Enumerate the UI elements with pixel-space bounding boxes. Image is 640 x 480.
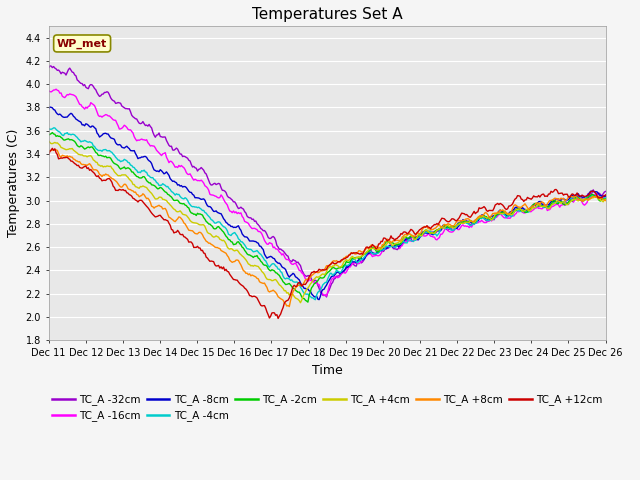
TC_A -8cm bbox=[45, 106, 52, 111]
TC_A +12cm bbox=[275, 315, 282, 321]
Line: TC_A +4cm: TC_A +4cm bbox=[49, 141, 605, 303]
TC_A -2cm bbox=[596, 198, 604, 204]
TC_A -2cm bbox=[108, 157, 116, 163]
TC_A -2cm bbox=[139, 174, 147, 180]
X-axis label: Time: Time bbox=[312, 363, 342, 376]
Title: Temperatures Set A: Temperatures Set A bbox=[252, 7, 403, 22]
TC_A -32cm bbox=[323, 294, 330, 300]
Text: WP_met: WP_met bbox=[57, 38, 108, 48]
TC_A -8cm bbox=[580, 194, 588, 200]
TC_A +4cm bbox=[45, 138, 52, 144]
TC_A -4cm bbox=[361, 253, 369, 259]
TC_A -4cm bbox=[451, 227, 458, 233]
TC_A -16cm bbox=[139, 137, 147, 143]
TC_A -16cm bbox=[45, 88, 52, 94]
Legend: TC_A -32cm, TC_A -16cm, TC_A -8cm, TC_A -4cm, TC_A -2cm, TC_A +4cm, TC_A +8cm, T: TC_A -32cm, TC_A -16cm, TC_A -8cm, TC_A … bbox=[52, 394, 603, 421]
TC_A -32cm bbox=[45, 65, 52, 71]
TC_A -16cm bbox=[451, 228, 458, 233]
TC_A +12cm bbox=[451, 216, 458, 222]
Line: TC_A +8cm: TC_A +8cm bbox=[49, 150, 605, 307]
TC_A +4cm bbox=[449, 225, 457, 231]
TC_A +12cm bbox=[108, 180, 116, 185]
TC_A -4cm bbox=[139, 168, 147, 174]
TC_A -4cm bbox=[45, 126, 52, 132]
TC_A -32cm bbox=[108, 97, 116, 103]
TC_A -2cm bbox=[304, 299, 312, 305]
TC_A +4cm bbox=[579, 197, 587, 203]
TC_A -32cm bbox=[596, 191, 604, 196]
TC_A -16cm bbox=[596, 194, 604, 200]
TC_A +4cm bbox=[595, 196, 602, 202]
TC_A -4cm bbox=[580, 198, 588, 204]
TC_A -2cm bbox=[451, 224, 458, 230]
TC_A +12cm bbox=[45, 152, 52, 157]
TC_A -32cm bbox=[580, 194, 588, 200]
Line: TC_A -16cm: TC_A -16cm bbox=[49, 89, 605, 296]
TC_A +8cm bbox=[361, 247, 369, 253]
TC_A -8cm bbox=[139, 154, 147, 160]
Y-axis label: Temperatures (C): Temperatures (C) bbox=[7, 129, 20, 237]
TC_A -8cm bbox=[451, 225, 458, 231]
TC_A +8cm bbox=[108, 176, 116, 181]
Line: TC_A -8cm: TC_A -8cm bbox=[49, 107, 605, 300]
TC_A -4cm bbox=[50, 125, 58, 131]
Line: TC_A -2cm: TC_A -2cm bbox=[49, 132, 605, 302]
TC_A -2cm bbox=[49, 130, 56, 135]
TC_A +8cm bbox=[596, 194, 604, 200]
TC_A +12cm bbox=[602, 192, 609, 198]
TC_A +8cm bbox=[139, 191, 147, 197]
TC_A -2cm bbox=[45, 132, 52, 138]
TC_A -2cm bbox=[580, 197, 588, 203]
TC_A -32cm bbox=[361, 254, 369, 260]
TC_A -32cm bbox=[46, 63, 54, 69]
TC_A +12cm bbox=[49, 145, 56, 151]
TC_A +12cm bbox=[596, 195, 604, 201]
TC_A -4cm bbox=[596, 194, 604, 200]
TC_A +8cm bbox=[51, 147, 59, 153]
Line: TC_A -4cm: TC_A -4cm bbox=[49, 128, 605, 300]
TC_A -2cm bbox=[602, 196, 609, 202]
TC_A -16cm bbox=[108, 116, 116, 121]
TC_A -4cm bbox=[602, 195, 609, 201]
TC_A -8cm bbox=[46, 104, 54, 110]
TC_A -16cm bbox=[580, 202, 588, 208]
TC_A +8cm bbox=[45, 148, 52, 154]
TC_A +12cm bbox=[580, 193, 588, 199]
TC_A -8cm bbox=[108, 135, 116, 141]
TC_A -16cm bbox=[361, 254, 369, 260]
TC_A -8cm bbox=[361, 255, 369, 261]
TC_A +4cm bbox=[107, 163, 115, 169]
TC_A -8cm bbox=[596, 192, 604, 198]
TC_A +12cm bbox=[361, 246, 369, 252]
TC_A +4cm bbox=[296, 300, 304, 306]
TC_A -32cm bbox=[602, 189, 609, 194]
TC_A -16cm bbox=[52, 86, 60, 92]
Line: TC_A -32cm: TC_A -32cm bbox=[49, 66, 605, 297]
TC_A +4cm bbox=[360, 252, 367, 258]
TC_A +8cm bbox=[285, 304, 293, 310]
TC_A -8cm bbox=[316, 297, 323, 302]
TC_A -32cm bbox=[451, 227, 458, 233]
TC_A -8cm bbox=[602, 193, 609, 199]
TC_A -4cm bbox=[108, 150, 116, 156]
TC_A +4cm bbox=[138, 184, 145, 190]
TC_A +8cm bbox=[602, 198, 609, 204]
TC_A -2cm bbox=[361, 251, 369, 257]
TC_A -32cm bbox=[139, 119, 147, 124]
TC_A +8cm bbox=[580, 197, 588, 203]
TC_A -16cm bbox=[602, 193, 609, 199]
TC_A -4cm bbox=[312, 297, 319, 302]
TC_A -16cm bbox=[323, 293, 330, 299]
TC_A +4cm bbox=[602, 196, 609, 202]
Line: TC_A +12cm: TC_A +12cm bbox=[49, 148, 605, 318]
TC_A +8cm bbox=[451, 222, 458, 228]
TC_A +12cm bbox=[139, 199, 147, 205]
